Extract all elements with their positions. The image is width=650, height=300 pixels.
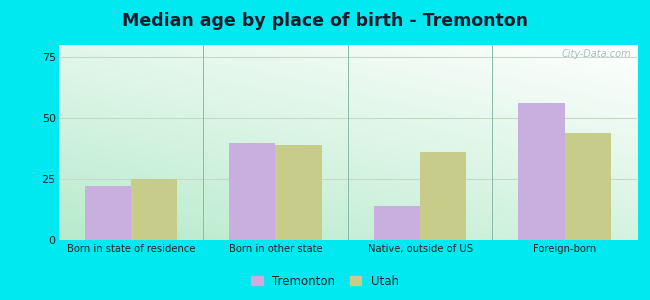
Bar xyxy=(420,152,466,240)
Bar xyxy=(374,206,420,240)
Bar xyxy=(84,186,131,240)
Bar xyxy=(229,142,276,240)
Text: City-Data.com: City-Data.com xyxy=(562,49,631,59)
Bar xyxy=(276,145,322,240)
Bar xyxy=(131,179,177,240)
Bar xyxy=(565,133,611,240)
Bar xyxy=(519,103,565,240)
Legend: Tremonton, Utah: Tremonton, Utah xyxy=(248,271,402,291)
Text: Median age by place of birth - Tremonton: Median age by place of birth - Tremonton xyxy=(122,12,528,30)
